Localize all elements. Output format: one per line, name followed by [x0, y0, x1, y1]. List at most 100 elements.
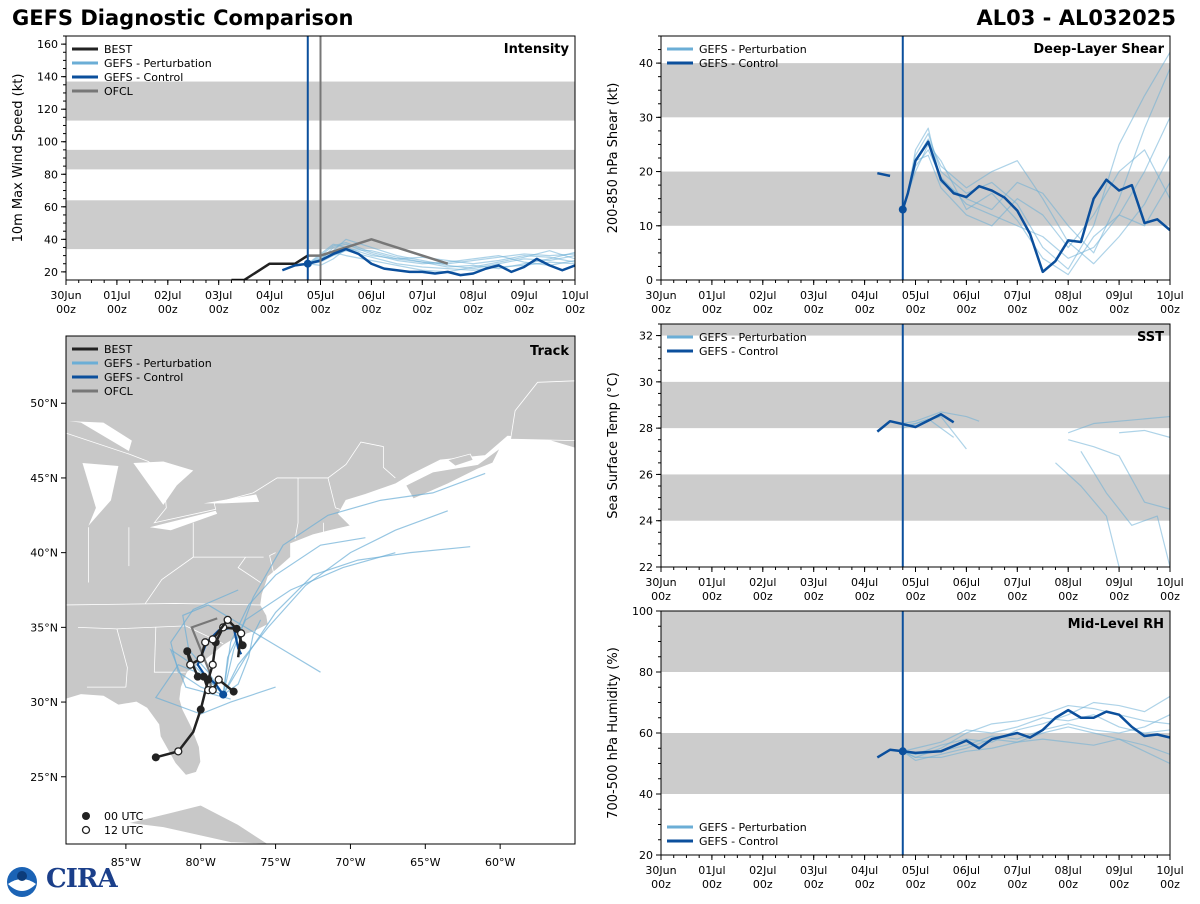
rh-plot-area — [661, 611, 1170, 855]
intensity-ytick-label: 20 — [44, 266, 58, 279]
rh-ytick-label: 20 — [639, 849, 653, 862]
intensity-perturbation-line-3 — [307, 243, 575, 266]
intensity-xtick-label: 07Jul — [409, 289, 436, 302]
sst-xtick-label: 10Jul — [1156, 576, 1183, 589]
rh-xtick-hour-label: 00z — [855, 878, 875, 891]
intensity-best-line — [231, 254, 309, 280]
shear-perturbation-line-5 — [907, 149, 1170, 249]
sst-perturbation-line-7 — [1119, 429, 1170, 438]
rh-xtick-label: 09Jul — [1105, 864, 1132, 877]
rh-xtick-hour-label: 00z — [1058, 878, 1078, 891]
intensity-xtick-hour-label: 00z — [565, 303, 585, 316]
intensity-panel: 2040608010012014016030Jun00z01Jul00z02Ju… — [11, 35, 589, 316]
shear-xtick-label: 07Jul — [1004, 289, 1031, 302]
intensity-xtick-label: 30Jun — [50, 289, 81, 302]
intensity-xtick-label: 10Jul — [561, 289, 588, 302]
border-line-12 — [294, 477, 299, 540]
intensity-xtick-hour-label: 00z — [514, 303, 534, 316]
rh-xtick-label: 05Jul — [902, 864, 929, 877]
sst-xtick-label: 09Jul — [1105, 576, 1132, 589]
intensity-legend-label: BEST — [104, 43, 132, 56]
rh-ytick-label: 100 — [632, 605, 653, 618]
sst-xtick-label: 04Jul — [851, 576, 878, 589]
rh-xtick-hour-label: 00z — [651, 878, 671, 891]
best-point-12utc — [174, 747, 183, 756]
sst-xtick-hour-label: 00z — [753, 590, 773, 603]
rh-xtick-hour-label: 00z — [804, 878, 824, 891]
shear-xtick-label: 10Jul — [1156, 289, 1183, 302]
rh-perturbation-line-3 — [902, 738, 1170, 765]
sst-perturbation-line-4 — [1068, 439, 1170, 510]
sst-ytick-label: 26 — [639, 468, 653, 481]
rh-perturbation-line-0 — [902, 704, 1170, 759]
rh-xtick-label: 04Jul — [851, 864, 878, 877]
cira-logo: CIRA — [4, 864, 124, 900]
sst-xtick-hour-label: 00z — [651, 590, 671, 603]
intensity-xtick-hour-label: 00z — [158, 303, 178, 316]
intensity-legend-label: GEFS - Perturbation — [104, 57, 212, 70]
best-point-00utc — [193, 672, 202, 681]
best-point-12utc — [186, 660, 195, 669]
shear-xtick-hour-label: 00z — [651, 303, 671, 316]
shear-panel: 01020304030Jun00z01Jul00z02Jul00z03Jul00… — [606, 35, 1184, 316]
best-point-12utc — [223, 615, 232, 625]
track-perturbation-line-4 — [182, 604, 321, 695]
shear-xtick-hour-label: 00z — [753, 303, 773, 316]
intensity-xtick-label: 04Jul — [256, 289, 283, 302]
sst-xtick-hour-label: 00z — [957, 590, 977, 603]
shear-xtick-label: 01Jul — [698, 289, 725, 302]
sst-xtick-hour-label: 00z — [702, 590, 722, 603]
land-polygon-0 — [66, 336, 575, 776]
sst-xtick-hour-label: 00z — [1007, 590, 1027, 603]
track-xtick-label: 85°W — [111, 856, 141, 869]
best-point-00utc — [196, 705, 205, 714]
sst-xtick-hour-label: 00z — [906, 590, 926, 603]
figure-title: GEFS Diagnostic Comparison — [12, 6, 354, 30]
intensity-xtick-label: 06Jul — [358, 289, 385, 302]
storm-id-title: AL03 - AL032025 — [976, 6, 1177, 30]
shear-perturbation-line-2 — [907, 138, 1170, 265]
shear-xtick-hour-label: 00z — [702, 303, 722, 316]
sst-xtick-label: 03Jul — [800, 576, 827, 589]
sst-ylabel: Sea Surface Temp (°C) — [606, 372, 621, 519]
sst-plot-area — [661, 324, 1170, 567]
track-plot-area — [66, 336, 575, 844]
shear-ytick-label: 20 — [639, 166, 653, 179]
sst-xtick-hour-label: 00z — [1160, 590, 1180, 603]
sst-control-line — [876, 413, 955, 433]
intensity-ytick-label: 120 — [37, 103, 58, 116]
rh-ytick-label: 60 — [639, 727, 653, 740]
sst-ytick-label: 24 — [639, 515, 653, 528]
shear-control-line-a — [877, 171, 891, 178]
track-perturbation-line-8 — [222, 619, 262, 696]
rh-perturbation-line-2 — [902, 695, 1170, 755]
sst-band-1 — [661, 381, 1170, 429]
intensity-ytick-label: 160 — [37, 38, 58, 51]
best-point-12utc — [208, 635, 217, 644]
intensity-xtick-hour-label: 00z — [311, 303, 331, 316]
intensity-xtick-hour-label: 00z — [260, 303, 280, 316]
land-polygon-3 — [405, 447, 501, 500]
rh-legend-label: GEFS - Control — [699, 835, 778, 848]
noaa-seal-icon — [7, 867, 37, 897]
best-point-12utc — [237, 629, 246, 638]
track-ytick-label: 30°N — [30, 696, 58, 709]
shear-control-marker — [898, 205, 907, 214]
sst-xtick-label: 08Jul — [1055, 576, 1082, 589]
intensity-title: Intensity — [504, 42, 570, 57]
shear-xtick-hour-label: 00z — [804, 303, 824, 316]
intensity-ofcl-line — [307, 238, 449, 265]
lake-polygon-1 — [82, 463, 119, 526]
shear-xtick-hour-label: 00z — [1007, 303, 1027, 316]
border-line-15 — [269, 552, 276, 576]
intensity-xtick-label: 05Jul — [307, 289, 334, 302]
sst-legend-label: GEFS - Control — [699, 345, 778, 358]
track-control-marker — [219, 690, 228, 699]
shear-xtick-label: 06Jul — [953, 289, 980, 302]
track-ytick-label: 50°N — [30, 397, 58, 410]
lake-polygon-2 — [133, 461, 194, 505]
sst-frame — [660, 323, 1171, 568]
rh-xtick-label: 07Jul — [1004, 864, 1031, 877]
shear-xtick-label: 09Jul — [1105, 289, 1132, 302]
lake-polygon-3 — [149, 510, 218, 531]
